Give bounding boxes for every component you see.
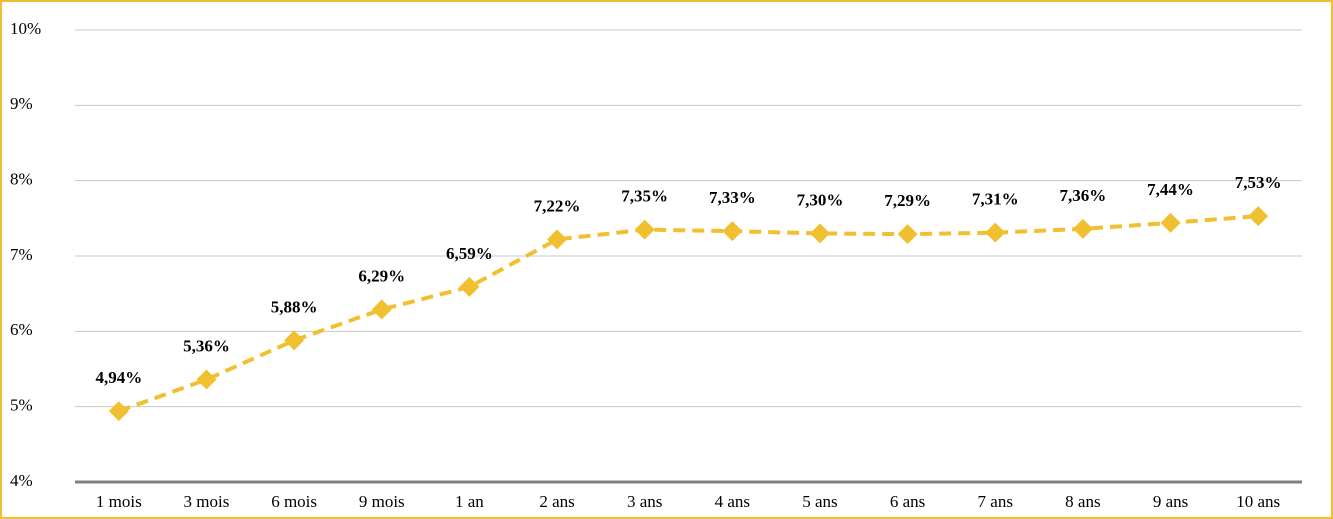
data-label: 5,88% xyxy=(271,297,318,316)
y-tick-label: 5% xyxy=(10,396,33,415)
y-tick-label: 4% xyxy=(10,471,33,490)
marker xyxy=(897,224,918,245)
marker xyxy=(196,369,217,390)
data-label: 6,29% xyxy=(358,266,405,285)
data-label: 7,53% xyxy=(1235,173,1282,192)
data-label: 5,36% xyxy=(183,336,230,355)
data-label: 6,59% xyxy=(446,244,493,263)
data-label: 7,31% xyxy=(972,190,1019,209)
marker xyxy=(1160,212,1181,233)
x-tick-label: 3 mois xyxy=(184,492,230,511)
x-tick-label: 6 mois xyxy=(271,492,317,511)
x-tick-label: 6 ans xyxy=(890,492,925,511)
x-tick-label: 2 ans xyxy=(539,492,574,511)
x-tick-label: 9 ans xyxy=(1153,492,1188,511)
marker xyxy=(371,299,392,320)
marker xyxy=(108,401,129,422)
x-tick-label: 1 an xyxy=(455,492,484,511)
data-label: 7,35% xyxy=(621,187,668,206)
x-tick-label: 10 ans xyxy=(1236,492,1280,511)
x-tick-label: 8 ans xyxy=(1065,492,1100,511)
y-tick-label: 8% xyxy=(10,170,33,189)
x-tick-label: 3 ans xyxy=(627,492,662,511)
data-label: 7,33% xyxy=(709,188,756,207)
marker xyxy=(722,221,743,242)
marker xyxy=(809,223,830,244)
data-label: 7,44% xyxy=(1147,180,1194,199)
marker xyxy=(284,330,305,351)
x-tick-label: 1 mois xyxy=(96,492,142,511)
marker xyxy=(1248,206,1269,227)
y-tick-label: 9% xyxy=(10,94,33,113)
data-label: 7,30% xyxy=(797,190,844,209)
data-label: 7,36% xyxy=(1060,186,1107,205)
marker xyxy=(634,219,655,240)
marker xyxy=(1072,218,1093,239)
data-label: 7,29% xyxy=(884,191,931,210)
x-tick-label: 7 ans xyxy=(978,492,1013,511)
x-tick-label: 9 mois xyxy=(359,492,405,511)
x-tick-label: 4 ans xyxy=(715,492,750,511)
y-tick-label: 6% xyxy=(10,320,33,339)
y-tick-label: 10% xyxy=(10,19,41,38)
x-tick-label: 5 ans xyxy=(802,492,837,511)
marker xyxy=(985,222,1006,243)
y-tick-label: 7% xyxy=(10,245,33,264)
marker xyxy=(459,276,480,297)
data-label: 4,94% xyxy=(95,368,142,387)
marker xyxy=(547,229,568,250)
data-label: 7,22% xyxy=(534,196,581,215)
